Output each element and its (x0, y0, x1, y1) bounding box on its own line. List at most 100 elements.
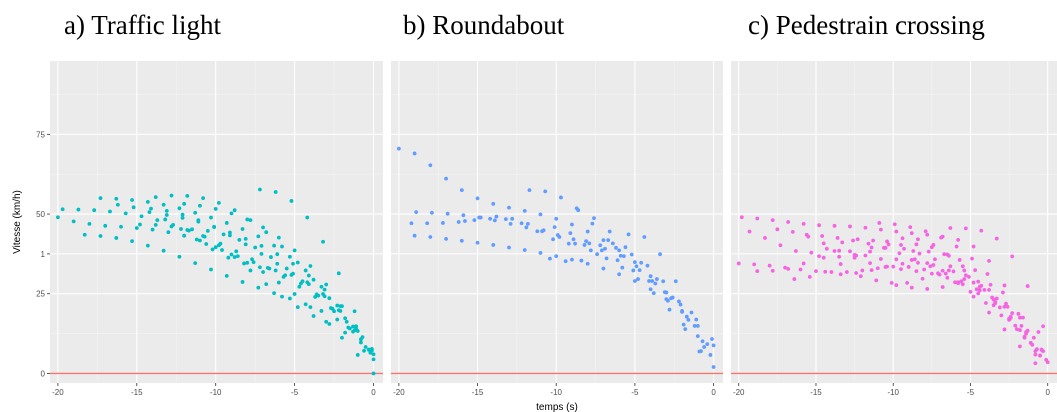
data-point-series-3 (256, 285, 261, 290)
data-point-series-7 (275, 261, 280, 266)
data-point-series-12 (1018, 328, 1022, 332)
data-point-series-2 (739, 215, 744, 220)
data-point-series-2 (108, 209, 112, 214)
data-point-series-12 (204, 242, 209, 246)
data-point-series-9 (291, 261, 295, 266)
data-point-series-4 (492, 218, 497, 223)
data-point-series-3 (459, 238, 464, 243)
data-point-series-11 (1001, 290, 1005, 295)
data-point-series-5 (525, 222, 530, 226)
data-point-series-7 (1021, 315, 1025, 320)
data-point-series-6 (807, 274, 812, 279)
data-point-series-4 (524, 225, 529, 230)
panel-background (50, 61, 383, 383)
data-point-series-6 (248, 268, 253, 273)
data-point-series-9 (977, 288, 982, 293)
data-point-series-9 (838, 272, 843, 277)
data-point-series-5 (821, 241, 826, 246)
data-point-series-4 (848, 249, 852, 254)
data-point-series-2 (472, 218, 477, 222)
data-point-series-9 (212, 224, 217, 229)
data-point-series-2 (708, 353, 713, 357)
data-point-series-9 (259, 244, 264, 248)
data-point-series-8 (837, 254, 842, 259)
data-point-series-4 (130, 198, 134, 202)
data-point-series-1 (953, 280, 957, 285)
data-point-series-3 (695, 324, 700, 328)
data-point-series-6 (869, 245, 874, 250)
data-point-series-13 (368, 347, 373, 352)
data-point-series-10 (920, 276, 925, 281)
data-point-series-1 (984, 301, 988, 305)
y-tick-label: 75 (36, 130, 45, 139)
data-point-series-1 (891, 264, 896, 269)
data-point-series-13 (352, 309, 357, 314)
data-point-series-2 (297, 284, 302, 289)
x-tick-label: -5 (291, 388, 299, 397)
data-point-series-4 (256, 234, 261, 239)
data-point-series-2 (848, 224, 852, 229)
data-point-series-13 (273, 190, 278, 194)
data-point-series-1 (55, 215, 60, 220)
data-point-series-4 (414, 210, 419, 215)
data-point-series-6 (792, 277, 797, 281)
data-point-series-5 (115, 202, 120, 207)
data-point-series-4 (209, 215, 213, 220)
data-point-series-5 (194, 237, 199, 242)
data-point-series-3 (444, 237, 448, 241)
data-point-series-9 (900, 261, 905, 266)
data-point-series-9 (306, 273, 311, 278)
data-point-series-3 (570, 257, 574, 262)
data-point-series-1 (459, 188, 464, 193)
data-point-series-4 (240, 227, 245, 231)
data-point-series-7 (338, 309, 343, 313)
data-point-series-3 (98, 234, 103, 238)
data-point-series-13 (1035, 347, 1039, 352)
data-point-series-3 (507, 245, 511, 250)
data-point-series-2 (371, 352, 376, 357)
data-point-series-2 (155, 218, 160, 222)
data-point-series-8 (552, 225, 557, 230)
data-point-series-8 (821, 255, 826, 260)
data-point-series-10 (292, 248, 297, 253)
data-point-series-6 (153, 222, 158, 227)
data-point-series-8 (295, 260, 300, 265)
data-point-series-1 (166, 230, 171, 235)
data-point-series-4 (971, 294, 976, 299)
data-point-series-4 (114, 196, 119, 201)
data-point-series-1 (213, 245, 218, 250)
data-point-series-4 (681, 322, 686, 327)
data-point-series-7 (974, 287, 979, 292)
data-point-series-5 (667, 307, 672, 312)
data-point-series-2 (519, 221, 524, 226)
data-point-series-9 (869, 268, 874, 273)
panel-title-pedestrain-crossing: c) Pedestrain crossing (748, 10, 985, 40)
data-point-series-12 (956, 281, 961, 286)
data-point-series-1 (906, 265, 911, 269)
data-point-series-9 (164, 213, 169, 217)
data-point-series-6 (962, 268, 967, 273)
data-point-series-12 (940, 285, 945, 289)
data-point-series-2 (894, 229, 899, 234)
data-point-series-6 (138, 222, 142, 227)
panel-title-roundabout: b) Roundabout (403, 10, 565, 40)
data-point-series-11 (284, 266, 289, 271)
data-point-series-2 (786, 220, 791, 224)
data-point-series-3 (428, 235, 433, 239)
data-point-series-1 (245, 260, 250, 265)
data-point-series-10 (276, 235, 281, 240)
data-point-series-4 (303, 268, 308, 273)
data-point-series-1 (783, 265, 787, 270)
data-point-series-2 (566, 241, 571, 246)
data-point-series-6 (327, 322, 332, 326)
data-point-series-6 (637, 268, 642, 273)
data-point-series-1 (632, 260, 637, 265)
data-point-series-10 (905, 280, 910, 285)
data-point-series-9 (686, 317, 691, 322)
data-point-series-1 (617, 248, 622, 253)
data-point-series-8 (568, 231, 573, 236)
data-point-series-5 (131, 205, 136, 210)
data-point-series-2 (661, 279, 666, 284)
data-point-series-11 (923, 229, 928, 234)
data-point-series-4 (224, 221, 229, 225)
